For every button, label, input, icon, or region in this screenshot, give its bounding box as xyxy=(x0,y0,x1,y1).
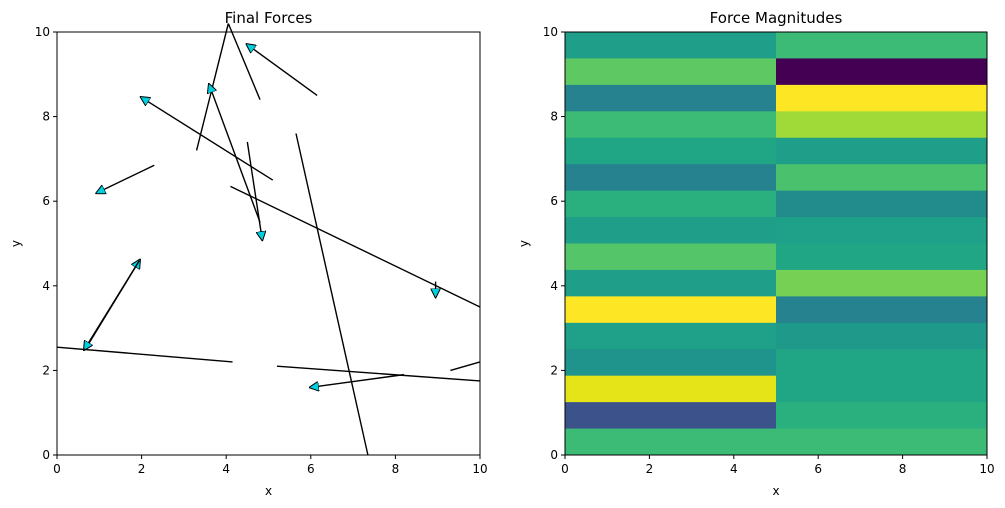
chart-title: Final Forces xyxy=(225,9,313,27)
force-magnitudes-chart: Force Magnitudes x y 0 2 4 6 8 10 0 2 4 6 8 10 xyxy=(517,9,995,498)
force-arrow xyxy=(246,141,262,239)
heatmap-cell xyxy=(565,58,777,86)
force-arrow xyxy=(247,45,318,97)
y-axis-label: y xyxy=(517,240,531,247)
x-tick-label: 2 xyxy=(646,462,654,476)
x-axis-label: x xyxy=(772,484,779,498)
force-arrow xyxy=(450,361,481,372)
plot-frame xyxy=(564,31,988,456)
heatmap-cell xyxy=(565,164,777,192)
heatmap-cell xyxy=(776,296,988,324)
y-tick-label: 6 xyxy=(550,194,558,208)
y-tick-label: 2 xyxy=(550,363,558,377)
heatmap-cell xyxy=(776,137,988,165)
heatmap-cell xyxy=(565,32,777,59)
heatmap-cell xyxy=(776,190,988,218)
y-tick-label: 8 xyxy=(550,110,558,124)
x-tick-label: 10 xyxy=(472,462,487,476)
force-arrow xyxy=(311,373,404,388)
x-axis-label: x xyxy=(265,484,272,498)
y-tick-label: 2 xyxy=(42,363,50,377)
y-tick-label: 0 xyxy=(42,448,50,462)
heatmap-cell xyxy=(776,32,988,59)
force-arrow xyxy=(97,164,155,192)
tick-group: 0 2 4 6 8 10 0 2 4 6 8 10 xyxy=(543,25,995,476)
arrow-group xyxy=(56,23,481,456)
y-tick-label: 6 xyxy=(42,194,50,208)
x-tick-label: 2 xyxy=(138,462,146,476)
heatmap-cell xyxy=(776,243,988,271)
y-tick-label: 10 xyxy=(35,25,50,39)
x-tick-label: 8 xyxy=(392,462,400,476)
heatmap-cell xyxy=(776,349,988,377)
force-arrow xyxy=(230,185,481,308)
x-tick-label: 0 xyxy=(561,462,569,476)
heatmap-cell xyxy=(776,269,988,297)
y-tick-label: 8 xyxy=(42,110,50,124)
heatmap-cell xyxy=(776,375,988,403)
heatmap-cell xyxy=(565,375,777,403)
tick-group: 0 2 4 6 8 10 0 2 4 6 8 10 xyxy=(35,25,488,476)
heatmap-cell xyxy=(776,164,988,192)
heatmap-cell xyxy=(565,428,777,456)
force-arrow xyxy=(195,23,229,151)
force-arrow xyxy=(227,23,261,100)
y-tick-label: 0 xyxy=(550,448,558,462)
force-arrow xyxy=(295,133,369,456)
heatmap-cells xyxy=(565,32,988,456)
y-tick-label: 4 xyxy=(550,279,558,293)
heatmap-cell xyxy=(565,402,777,430)
heatmap-cell xyxy=(565,296,777,324)
heatmap-cell xyxy=(776,428,988,456)
heatmap-cell xyxy=(565,322,777,350)
heatmap-cell xyxy=(565,137,777,165)
x-tick-label: 4 xyxy=(730,462,738,476)
y-tick-label: 4 xyxy=(42,279,50,293)
heatmap-cell xyxy=(776,111,988,139)
heatmap-cell xyxy=(565,84,777,112)
heatmap-cell xyxy=(565,243,777,271)
chart-title: Force Magnitudes xyxy=(710,9,843,27)
x-tick-label: 8 xyxy=(899,462,907,476)
y-axis-label: y xyxy=(9,240,23,247)
heatmap-cell xyxy=(565,269,777,297)
force-arrow xyxy=(209,85,261,223)
heatmap-cell xyxy=(776,402,988,430)
heatmap-cell xyxy=(776,84,988,112)
heatmap-cell xyxy=(776,217,988,244)
heatmap-cell xyxy=(565,349,777,377)
heatmap-cell xyxy=(565,190,777,218)
force-arrow xyxy=(56,346,233,363)
final-forces-chart: Final Forces x y 0 2 4 6 8 10 0 2 4 6 8 10 xyxy=(9,9,488,498)
x-tick-label: 6 xyxy=(307,462,315,476)
heatmap-cell xyxy=(565,111,777,139)
x-tick-label: 6 xyxy=(814,462,822,476)
heatmap-cell xyxy=(776,58,988,86)
x-tick-label: 0 xyxy=(53,462,61,476)
x-tick-label: 4 xyxy=(222,462,230,476)
heatmap-cell xyxy=(565,217,777,244)
plot-frame xyxy=(56,31,481,456)
force-arrow xyxy=(276,365,481,382)
y-tick-label: 10 xyxy=(543,25,558,39)
force-arrow xyxy=(84,260,141,349)
heatmap-cell xyxy=(776,322,988,350)
x-tick-label: 10 xyxy=(979,462,994,476)
